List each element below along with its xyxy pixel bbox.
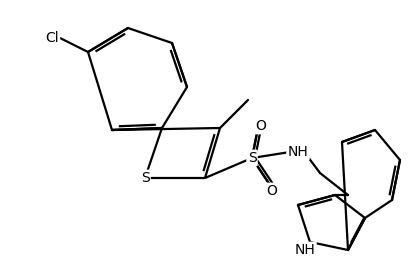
Text: S: S xyxy=(141,171,150,185)
Text: O: O xyxy=(256,119,266,133)
Text: S: S xyxy=(248,151,256,165)
Text: NH: NH xyxy=(287,145,308,159)
Text: Cl: Cl xyxy=(45,31,59,45)
Text: NH: NH xyxy=(295,243,316,257)
Text: S: S xyxy=(141,171,150,185)
Text: Cl: Cl xyxy=(45,31,59,45)
Text: O: O xyxy=(266,184,277,198)
